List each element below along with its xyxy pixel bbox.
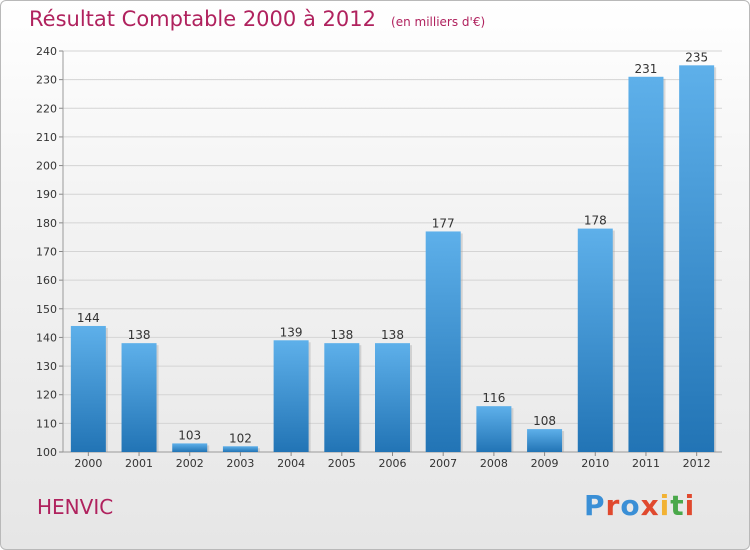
x-tick-label: 2004 — [277, 457, 305, 470]
commune-name: HENVIC — [37, 495, 114, 519]
y-tick-label: 140 — [36, 331, 57, 344]
bar-value-label: 138 — [128, 328, 151, 342]
x-tick-label: 2003 — [226, 457, 254, 470]
y-tick-label: 190 — [36, 188, 57, 201]
logo-letter: o — [620, 489, 641, 522]
x-tick-label: 2010 — [581, 457, 609, 470]
bar-layer — [70, 65, 717, 453]
x-tick-label: 2002 — [176, 457, 204, 470]
x-tick-label: 2001 — [125, 457, 153, 470]
x-tick-label: 2008 — [480, 457, 508, 470]
y-tick-label: 150 — [36, 303, 57, 316]
logo-letter: x — [640, 489, 660, 522]
logo-letter: i — [684, 489, 696, 522]
bar — [273, 340, 309, 452]
logo-letter: i — [659, 489, 671, 522]
bar-value-label: 231 — [635, 62, 658, 76]
bar-value-label: 139 — [280, 325, 303, 339]
y-tick-label: 170 — [36, 246, 57, 259]
y-tick-label: 240 — [36, 45, 57, 58]
x-tick-label: 2012 — [683, 457, 711, 470]
y-tick-label: 120 — [36, 389, 57, 402]
y-tick-label: 110 — [36, 417, 57, 430]
y-tick-label: 130 — [36, 360, 57, 373]
bar — [121, 343, 157, 452]
bar-value-label: 108 — [533, 414, 556, 428]
bar — [577, 228, 613, 452]
y-tick-label: 220 — [36, 102, 57, 115]
proxiti-logo: Proxiti — [584, 489, 695, 522]
logo-letter: P — [584, 489, 606, 522]
y-tick-label: 100 — [36, 446, 57, 459]
chart-title: Résultat Comptable 2000 à 2012 (en milli… — [29, 7, 485, 31]
bar — [222, 446, 258, 452]
bar-value-label: 138 — [381, 328, 404, 342]
bar — [324, 343, 360, 452]
chart-subtitle: (en milliers d'€) — [391, 15, 486, 29]
x-tick-label: 2009 — [531, 457, 559, 470]
x-tick-label: 2006 — [379, 457, 407, 470]
y-tick-label: 200 — [36, 160, 57, 173]
bar — [172, 443, 208, 452]
bar — [425, 231, 461, 452]
y-tick-label: 160 — [36, 274, 57, 287]
y-tick-label: 210 — [36, 131, 57, 144]
x-tick-label: 2005 — [328, 457, 356, 470]
bar-value-label: 138 — [330, 328, 353, 342]
logo-letter: r — [605, 489, 621, 522]
x-tick-label: 2007 — [429, 457, 457, 470]
logo-letter: t — [670, 489, 685, 522]
bar — [679, 65, 715, 453]
bar-value-label: 144 — [77, 311, 100, 325]
bar — [628, 76, 664, 453]
chart-title-main: Résultat Comptable 2000 à 2012 — [29, 7, 376, 31]
label-layer: 144 138 103 102 139 138 138 177 116 108 178 231 235 — [77, 50, 708, 445]
x-tick-label: 2000 — [74, 457, 102, 470]
x-tick-label: 2011 — [632, 457, 660, 470]
bar-value-label: 178 — [584, 214, 607, 228]
bar — [70, 325, 106, 452]
bar — [527, 429, 563, 452]
bar-value-label: 116 — [482, 391, 505, 405]
bar-value-label: 235 — [685, 50, 708, 64]
y-tick-label: 230 — [36, 74, 57, 87]
y-tick-label: 180 — [36, 217, 57, 230]
bar-value-label: 103 — [178, 428, 201, 442]
bar — [375, 343, 410, 452]
bar-value-label: 177 — [432, 216, 455, 230]
bar-value-label: 102 — [229, 431, 252, 445]
bar — [476, 406, 512, 452]
